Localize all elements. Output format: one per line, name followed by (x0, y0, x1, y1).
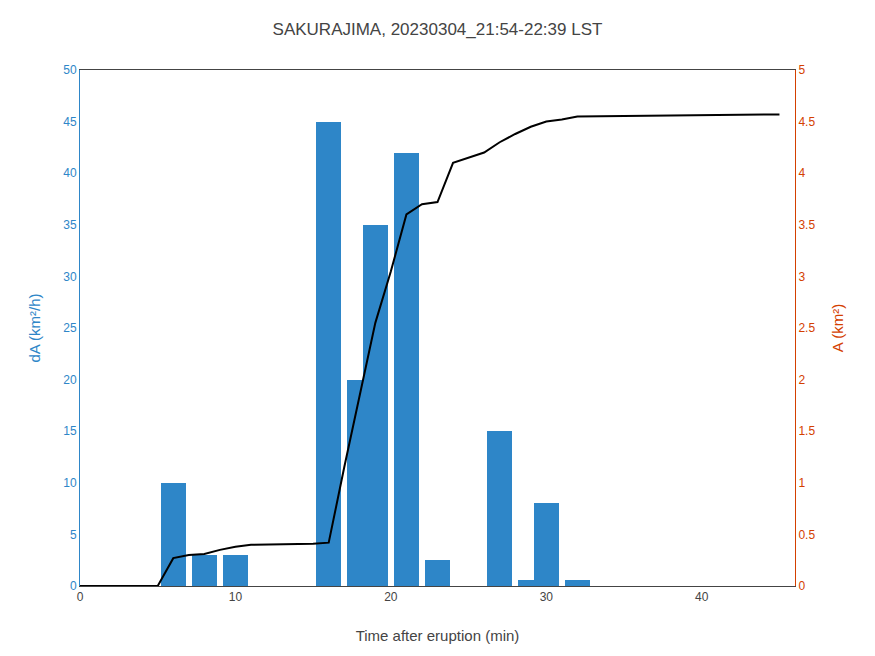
svg-text:20: 20 (63, 373, 77, 387)
svg-text:1: 1 (798, 476, 805, 490)
svg-text:30: 30 (63, 270, 77, 284)
svg-text:A (km²): A (km²) (829, 304, 846, 352)
svg-text:20: 20 (384, 590, 398, 604)
svg-text:dA (km²/h): dA (km²/h) (26, 293, 43, 362)
svg-text:2: 2 (798, 373, 805, 387)
svg-text:3: 3 (798, 270, 805, 284)
svg-text:0: 0 (70, 579, 77, 593)
svg-text:10: 10 (63, 476, 77, 490)
svg-text:Time after eruption (min): Time after eruption (min) (356, 627, 520, 644)
svg-text:SAKURAJIMA, 20230304_21:54-22:: SAKURAJIMA, 20230304_21:54-22:39 LST (273, 20, 603, 39)
svg-text:10: 10 (229, 590, 243, 604)
svg-text:0.5: 0.5 (798, 528, 815, 542)
svg-text:4: 4 (798, 166, 805, 180)
svg-text:0: 0 (798, 579, 805, 593)
svg-text:0: 0 (77, 590, 84, 604)
svg-text:40: 40 (695, 590, 709, 604)
svg-text:2.5: 2.5 (798, 321, 815, 335)
svg-text:5: 5 (70, 528, 77, 542)
svg-text:25: 25 (63, 321, 77, 335)
svg-text:5: 5 (798, 63, 805, 77)
svg-text:30: 30 (540, 590, 554, 604)
svg-text:15: 15 (63, 424, 77, 438)
svg-text:45: 45 (63, 115, 77, 129)
svg-text:35: 35 (63, 218, 77, 232)
svg-text:3.5: 3.5 (798, 218, 815, 232)
svg-text:50: 50 (63, 63, 77, 77)
svg-text:4.5: 4.5 (798, 115, 815, 129)
svg-text:1.5: 1.5 (798, 424, 815, 438)
svg-text:40: 40 (63, 166, 77, 180)
